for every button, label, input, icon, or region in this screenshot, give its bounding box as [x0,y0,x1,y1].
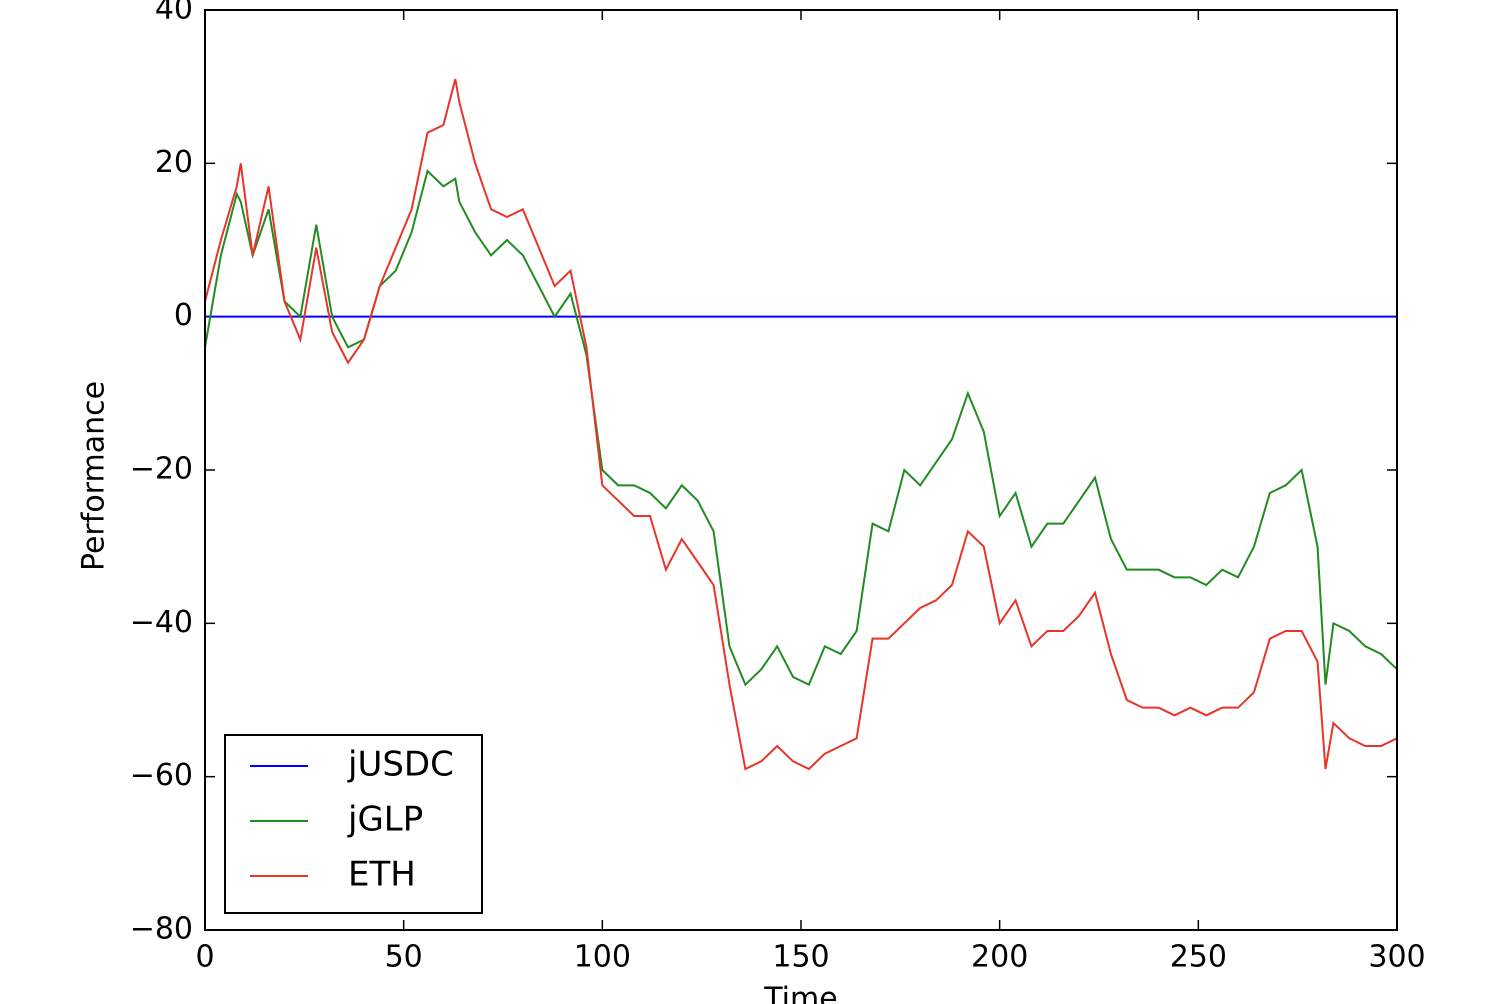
x-tick-label: 100 [574,940,631,975]
x-tick-label: 150 [772,940,829,975]
legend-box [224,734,483,914]
x-tick-label: 50 [385,940,423,975]
x-tick-label: 0 [195,940,214,975]
legend: jUSDC jGLP ETH [224,734,483,914]
legend-label: jUSDC [347,745,454,785]
y-axis-label: Performance [77,381,112,571]
data-line [204,169,1398,687]
y-tick-label: 20 [155,145,193,180]
legend-label: jGLP [347,800,423,840]
legend-label: ETH [348,855,416,895]
y-tick-label: −80 [130,912,193,947]
y-tick-label: −60 [130,758,193,793]
y-tick-label: 0 [174,298,193,333]
plot-frame [204,9,1398,931]
x-axis-label: Time [763,982,837,1004]
x-tick-label: 300 [1368,940,1425,975]
data-line [204,78,1398,771]
y-tick-label: −40 [130,605,193,640]
x-tick-label: 200 [971,940,1028,975]
x-tick-label: 250 [1170,940,1227,975]
y-tick-label: −20 [130,452,193,487]
y-tick-label: 40 [155,0,193,27]
